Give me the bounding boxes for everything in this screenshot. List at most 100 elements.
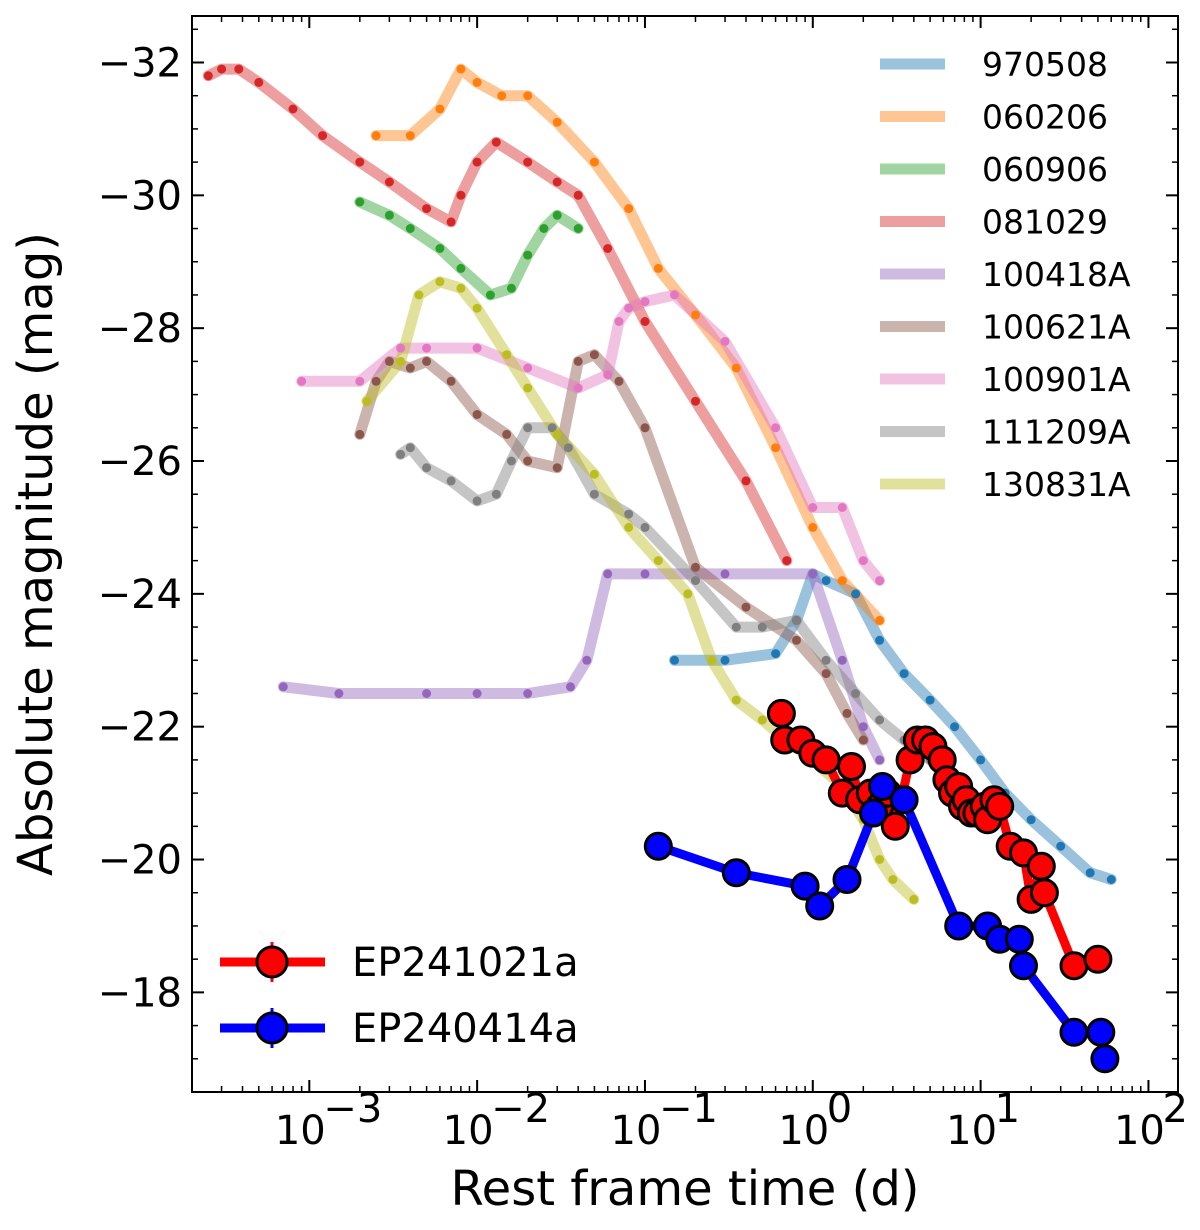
series-points-layer xyxy=(203,64,1120,1074)
data-point-100621A-18 xyxy=(842,708,852,718)
data-point-060906-4 xyxy=(456,263,466,273)
y-tick-label: −26 xyxy=(98,439,182,485)
data-point-060206-4 xyxy=(472,77,482,87)
data-point-130831A-22 xyxy=(909,894,919,904)
plot-area xyxy=(192,16,1178,1092)
data-point-EP241021a-34 xyxy=(1083,944,1113,974)
data-point-111209A-0 xyxy=(396,449,406,459)
data-point-111209A-15 xyxy=(757,622,767,632)
data-point-100418A-9 xyxy=(720,569,730,579)
data-point-970508-7 xyxy=(875,635,885,645)
data-point-100901A-6 xyxy=(573,383,583,393)
x-tick-label: 10 xyxy=(443,1108,494,1154)
data-point-100418A-12 xyxy=(858,722,868,732)
data-point-EP240414a-2 xyxy=(790,871,820,901)
data-point-970508-2 xyxy=(771,649,781,659)
data-point-081029-18 xyxy=(691,396,700,406)
data-point-060906-2 xyxy=(405,224,415,233)
data-point-060906-6 xyxy=(506,283,516,293)
series-points-100418A xyxy=(278,569,885,765)
data-point-130831A-15 xyxy=(757,715,767,725)
data-point-EP240414a-8 xyxy=(944,911,974,941)
x-tick-exponent: 0 xyxy=(827,1086,852,1132)
data-point-081029-4 xyxy=(288,104,298,114)
data-point-060206-6 xyxy=(523,91,533,101)
data-point-081029-15 xyxy=(573,190,583,200)
data-point-100901A-11 xyxy=(670,290,679,300)
data-point-060906-9 xyxy=(552,210,562,220)
data-point-081029-0 xyxy=(203,71,213,81)
data-point-060206-7 xyxy=(552,117,562,127)
data-point-130831A-14 xyxy=(731,695,741,705)
data-point-111209A-10 xyxy=(589,489,599,499)
data-point-060906-3 xyxy=(435,244,445,253)
data-point-111209A-4 xyxy=(472,496,482,506)
data-point-111209A-6 xyxy=(506,456,516,466)
data-point-081029-7 xyxy=(384,177,394,187)
data-point-100901A-9 xyxy=(624,303,634,313)
series-points-100621A xyxy=(355,350,868,745)
data-point-EP240414a-15 xyxy=(1090,1044,1120,1074)
data-point-060206-5 xyxy=(497,91,507,101)
data-point-111209A-11 xyxy=(624,509,634,519)
data-point-100901A-0 xyxy=(297,376,307,386)
data-point-100621A-9 xyxy=(552,463,562,473)
x-tick-label: 10 xyxy=(275,1108,326,1154)
x-tick-label: 10 xyxy=(946,1108,997,1154)
data-point-111209A-9 xyxy=(563,443,573,453)
data-point-EP241021a-31 xyxy=(1026,851,1056,881)
data-point-060206-14 xyxy=(808,522,818,532)
data-point-100621A-3 xyxy=(405,363,415,373)
data-point-111209A-19 xyxy=(875,715,885,725)
data-point-081029-11 xyxy=(472,157,482,167)
data-point-130831A-20 xyxy=(875,855,885,864)
background-layer xyxy=(192,16,1178,1092)
data-point-081029-17 xyxy=(640,317,650,326)
data-point-970508-6 xyxy=(851,589,861,599)
legend-label-EP241021a: EP241021a xyxy=(352,940,579,986)
data-point-970508-9 xyxy=(925,695,935,705)
data-point-060906-1 xyxy=(384,210,394,220)
data-point-130831A-10 xyxy=(624,522,634,532)
data-point-060206-0 xyxy=(371,131,381,141)
data-point-EP241021a-6 xyxy=(837,752,866,781)
x-axis-label: Rest frame time (d) xyxy=(450,1161,919,1217)
legend-entry-EP241021a: EP241021a xyxy=(220,940,579,986)
series-points-060906 xyxy=(355,197,583,300)
data-point-970508-13 xyxy=(1026,815,1036,825)
data-point-060906-10 xyxy=(573,224,583,233)
data-point-100621A-16 xyxy=(792,635,801,645)
data-point-100901A-4 xyxy=(472,343,482,353)
x-tick-exponent: 1 xyxy=(995,1086,1020,1132)
plot-frame xyxy=(191,15,1179,1093)
data-point-111209A-13 xyxy=(691,576,700,586)
data-point-100621A-7 xyxy=(502,429,512,439)
data-point-081029-14 xyxy=(552,177,562,187)
x-tick-label: 10 xyxy=(611,1108,662,1154)
data-point-060206-13 xyxy=(771,443,781,453)
data-point-EP241021a-4 xyxy=(811,745,841,775)
data-point-060906-0 xyxy=(355,197,365,207)
data-point-060206-3 xyxy=(456,64,466,74)
data-point-130831A-1 xyxy=(396,356,406,366)
data-point-100621A-17 xyxy=(821,669,831,679)
data-point-970508-10 xyxy=(950,722,960,732)
data-point-EP240414a-1 xyxy=(721,858,751,888)
data-point-100418A-10 xyxy=(808,569,818,579)
data-point-111209A-7 xyxy=(523,423,533,433)
data-point-081029-6 xyxy=(355,157,365,167)
data-point-100901A-10 xyxy=(640,297,650,307)
data-point-081029-5 xyxy=(318,131,328,141)
data-point-081029-20 xyxy=(782,556,792,566)
legend-label-EP240414a: EP240414a xyxy=(352,1006,579,1052)
data-point-970508-0 xyxy=(670,655,679,665)
legend-label-060206: 060206 xyxy=(982,98,1108,137)
data-point-100621A-11 xyxy=(589,350,599,360)
data-point-081029-12 xyxy=(491,137,501,147)
data-point-100418A-6 xyxy=(582,655,592,665)
data-point-130831A-4 xyxy=(456,283,466,293)
data-point-060906-8 xyxy=(539,224,549,233)
data-point-100901A-15 xyxy=(837,503,847,512)
data-point-130831A-11 xyxy=(653,556,663,566)
